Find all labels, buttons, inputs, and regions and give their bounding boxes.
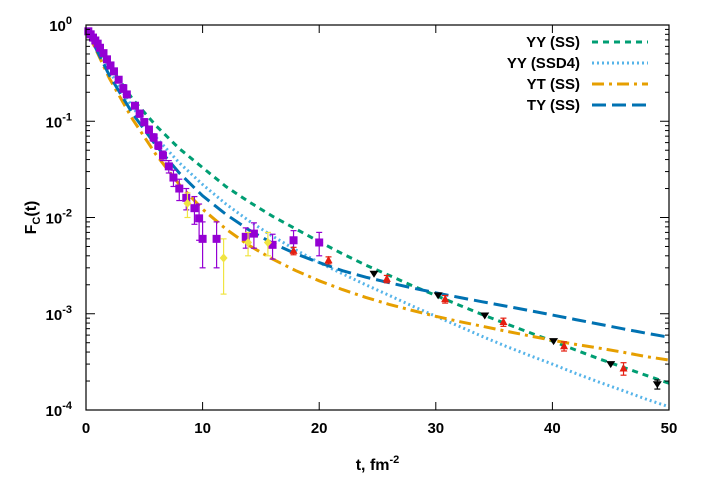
legend-label-0: YY (SS) (526, 34, 580, 51)
x-tick-label-0: 0 (82, 420, 90, 437)
data-point-3-2 (480, 312, 490, 320)
curve-1 (86, 27, 669, 409)
curve-0 (86, 27, 669, 385)
data-point-0-15 (140, 118, 149, 127)
x-axis-label-main: t, fm (356, 457, 390, 474)
y-axis-label-subscript: C (31, 217, 43, 225)
data-point-0-14 (135, 109, 144, 118)
data-point-1-3 (263, 231, 272, 257)
curve-2 (86, 27, 669, 362)
data-point-0-32 (315, 231, 324, 257)
y-axis-label-suffix: (t) (23, 201, 40, 217)
data-point-2-3 (441, 294, 450, 304)
data-point-3-1 (433, 292, 443, 300)
data-point-0-29 (249, 222, 258, 249)
data-point-0-27 (212, 221, 221, 269)
data-point-0-30 (268, 233, 277, 260)
data-point-3-4 (606, 361, 616, 369)
data-point-2-0 (289, 246, 298, 256)
data-point-0-9 (109, 67, 118, 76)
data-point-3-5 (652, 379, 662, 390)
data-point-1-0 (183, 192, 192, 219)
y-axis-label-main: F (23, 224, 40, 234)
data-point-0-23 (182, 187, 191, 211)
y-tick-label-0: 100 (49, 15, 72, 35)
legend-label-2: YT (SS) (527, 76, 580, 93)
legend-label-1: YY (SSD4) (507, 55, 580, 72)
data-point-0-12 (122, 90, 131, 99)
data-point-3-0 (369, 270, 379, 278)
y-axis-label: FC(t) (23, 201, 43, 235)
y-tick-label-3: 10-3 (46, 304, 72, 324)
x-tick-label-2: 20 (311, 420, 328, 437)
data-point-2-6 (619, 362, 628, 376)
data-point-3-3 (549, 338, 559, 346)
legend-label-3: TY (SS) (527, 97, 580, 114)
data-point-2-5 (560, 341, 569, 352)
data-point-0-10 (114, 75, 123, 84)
data-point-2-1 (324, 255, 333, 265)
y-tick-label-2: 10-2 (46, 208, 72, 228)
data-point-0-20 (164, 160, 173, 174)
x-tick-label-5: 50 (661, 420, 678, 437)
y-tick-label-1: 10-1 (46, 111, 72, 131)
data-point-0-19 (158, 150, 167, 162)
data-points (84, 27, 662, 390)
curve-3 (86, 27, 669, 339)
fit-curves (86, 27, 669, 409)
data-point-0-26 (198, 221, 207, 269)
data-point-0-17 (149, 133, 158, 142)
x-tick-label-1: 10 (194, 420, 211, 437)
data-point-2-2 (382, 274, 391, 284)
x-axis-label: t, fm-2 (356, 454, 400, 474)
data-point-0-28 (241, 227, 250, 249)
data-point-1-2 (244, 231, 253, 257)
data-point-1-1 (219, 238, 228, 295)
axis-ticks: 0 10 20 30 40 50 100 10-1 10-2 10-3 10-4 (46, 15, 678, 437)
data-point-0-18 (154, 141, 163, 150)
data-point-0-24 (190, 195, 199, 225)
legend: YY (SS) YY (SSD4) YT (SS) TY (SS) (507, 34, 648, 114)
y-tick-label-4: 10-4 (46, 400, 73, 420)
data-point-0-22 (175, 178, 184, 202)
data-point-0-13 (130, 101, 139, 110)
x-axis-label-exponent: -2 (390, 454, 400, 466)
data-point-2-4 (499, 317, 508, 327)
x-tick-label-3: 30 (427, 420, 444, 437)
x-tick-label-4: 40 (544, 420, 561, 437)
data-point-0-16 (144, 125, 153, 134)
